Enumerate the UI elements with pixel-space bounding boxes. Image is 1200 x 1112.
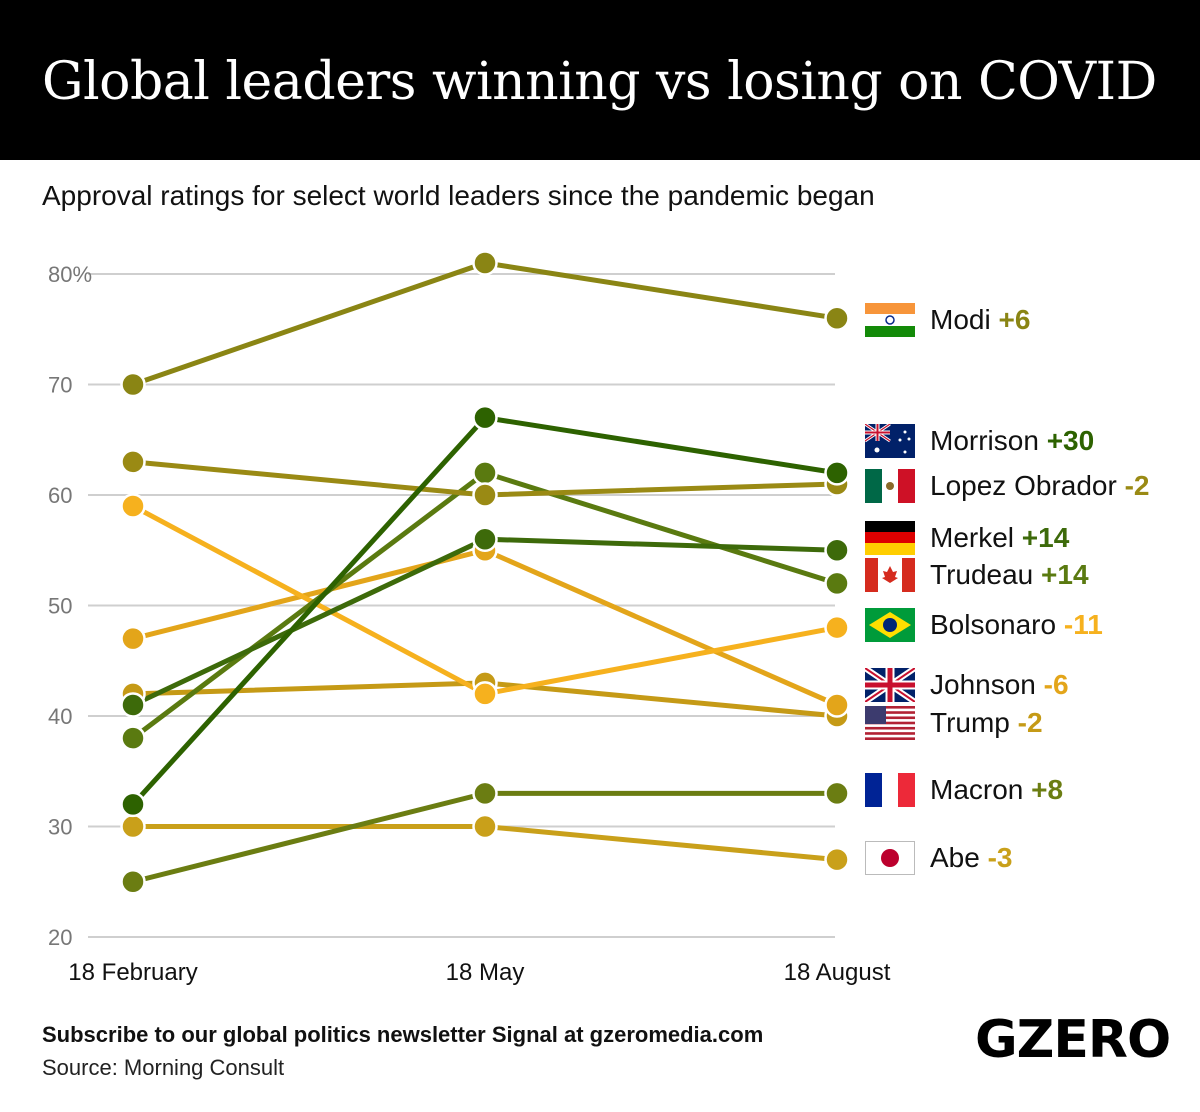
- y-tick-label: 20: [48, 925, 72, 950]
- chart-title: Global leaders winning vs losing on COVI…: [42, 52, 1157, 112]
- data-point: [472, 813, 498, 840]
- data-point: [120, 725, 146, 751]
- legend-change: -2: [1017, 707, 1043, 738]
- header-bar: Global leaders winning vs losing on COVI…: [0, 0, 1200, 160]
- flag-japan-icon: [865, 841, 915, 875]
- gzero-logo: GZERO: [975, 1010, 1171, 1070]
- legend-name: Morrison: [930, 425, 1047, 456]
- legend-name: Trump: [930, 707, 1018, 738]
- legend-label: Lopez Obrador -2: [930, 470, 1149, 502]
- legend-change: -3: [987, 842, 1013, 873]
- legend-label: Macron +8: [930, 774, 1063, 806]
- flag-brazil-icon: [865, 608, 915, 642]
- legend-change: +8: [1031, 774, 1064, 805]
- legend-label: Modi +6: [930, 304, 1030, 336]
- data-point: [824, 570, 850, 597]
- y-tick-label: 60: [48, 483, 72, 508]
- legend-change: -6: [1043, 669, 1069, 700]
- chart-subtitle: Approval ratings for select world leader…: [42, 180, 875, 211]
- legend-name: Macron: [930, 774, 1032, 805]
- data-point: [824, 780, 850, 807]
- data-point: [472, 250, 498, 276]
- legend-name: Johnson: [930, 669, 1044, 700]
- legend-name: Bolsonaro: [930, 609, 1064, 640]
- legend-name: Merkel: [930, 522, 1022, 553]
- y-tick-label: 30: [48, 815, 72, 840]
- legend-change: -2: [1124, 470, 1150, 501]
- legend-label: Abe -3: [930, 842, 1013, 874]
- legend-name: Trudeau: [930, 559, 1042, 590]
- data-point: [472, 780, 498, 807]
- legend-change: +14: [1021, 522, 1070, 553]
- source-text: Source: Morning Consult: [42, 1055, 285, 1080]
- legend-name: Lopez Obrador: [930, 470, 1125, 501]
- legend-name: Abe: [930, 842, 988, 873]
- legend-label: Trudeau +14: [930, 559, 1089, 591]
- flag-canada-icon: [865, 558, 915, 592]
- data-point: [120, 449, 146, 475]
- legend-change: -11: [1063, 609, 1103, 640]
- data-point: [472, 460, 498, 486]
- legend-label: Johnson -6: [930, 669, 1069, 701]
- data-point: [824, 614, 850, 641]
- flag-germany-icon: [865, 521, 915, 555]
- flag-australia-icon: [865, 424, 915, 458]
- flag-usa-icon: [865, 706, 915, 740]
- legend-label: Merkel +14: [930, 522, 1069, 554]
- y-tick-label: 80%: [48, 262, 92, 287]
- data-point: [472, 482, 498, 508]
- data-point: [120, 869, 146, 895]
- data-point: [824, 537, 850, 563]
- flag-uk-icon: [865, 668, 915, 702]
- data-point: [824, 846, 850, 873]
- x-tick-label: 18 May: [446, 959, 525, 986]
- legend-name: Modi: [930, 304, 999, 335]
- data-point: [120, 625, 146, 652]
- legend-change: +14: [1041, 559, 1089, 590]
- data-point: [120, 813, 146, 840]
- data-point: [472, 404, 498, 431]
- series-line-modi: [132, 260, 838, 387]
- x-tick-label: 18 August: [784, 959, 891, 986]
- legend-label: Morrison +30: [930, 425, 1094, 457]
- legend-change: +6: [998, 304, 1031, 335]
- flag-france-icon: [865, 773, 915, 807]
- data-point: [824, 305, 850, 331]
- newsletter-text: Subscribe to our global politics newslet…: [42, 1022, 764, 1047]
- y-tick-label: 40: [48, 704, 72, 729]
- legend-label: Trump -2: [930, 707, 1043, 739]
- x-tick-label: 18 February: [68, 959, 197, 986]
- data-point: [824, 460, 850, 486]
- data-point: [472, 526, 498, 552]
- data-point: [120, 791, 146, 818]
- legend-label: Bolsonaro -11: [930, 609, 1103, 641]
- legend-change: +30: [1046, 425, 1095, 456]
- flag-india-icon: [865, 303, 915, 337]
- flag-mexico-icon: [865, 469, 915, 503]
- data-point: [120, 493, 146, 519]
- data-point: [120, 692, 146, 718]
- data-point: [120, 371, 146, 398]
- y-tick-label: 50: [48, 594, 72, 619]
- data-point: [472, 681, 498, 707]
- data-point: [824, 692, 850, 718]
- y-tick-label: 70: [48, 373, 72, 398]
